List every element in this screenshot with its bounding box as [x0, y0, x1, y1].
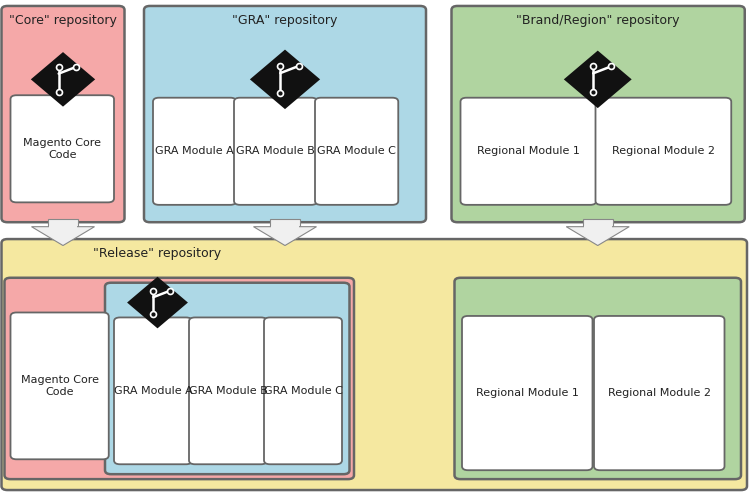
Polygon shape: [127, 277, 188, 328]
FancyBboxPatch shape: [10, 95, 114, 202]
Text: "Release" repository: "Release" repository: [94, 248, 221, 260]
Bar: [48, 219, 78, 227]
Polygon shape: [584, 226, 612, 228]
Text: GRA Module A: GRA Module A: [114, 386, 192, 396]
FancyBboxPatch shape: [596, 98, 731, 205]
FancyBboxPatch shape: [454, 278, 741, 479]
FancyBboxPatch shape: [234, 98, 317, 205]
FancyBboxPatch shape: [144, 6, 426, 222]
Text: "GRA" repository: "GRA" repository: [232, 14, 338, 27]
Text: Regional Module 2: Regional Module 2: [608, 388, 711, 398]
FancyBboxPatch shape: [114, 317, 192, 464]
FancyBboxPatch shape: [594, 316, 724, 470]
Polygon shape: [566, 227, 629, 246]
FancyBboxPatch shape: [462, 316, 592, 470]
Polygon shape: [49, 226, 77, 228]
FancyBboxPatch shape: [105, 283, 350, 474]
Polygon shape: [250, 50, 320, 109]
Text: Regional Module 2: Regional Module 2: [612, 146, 715, 156]
FancyBboxPatch shape: [4, 278, 354, 479]
Text: "Brand/Region" repository: "Brand/Region" repository: [516, 14, 680, 27]
Polygon shape: [32, 227, 94, 246]
Text: Regional Module 1: Regional Module 1: [476, 388, 579, 398]
Text: GRA Module B: GRA Module B: [236, 146, 315, 156]
Polygon shape: [271, 226, 299, 228]
Polygon shape: [31, 52, 95, 107]
FancyBboxPatch shape: [264, 317, 342, 464]
Text: Magento Core
Code: Magento Core Code: [23, 138, 101, 160]
FancyBboxPatch shape: [10, 312, 109, 459]
Text: GRA Module B: GRA Module B: [189, 386, 267, 396]
FancyBboxPatch shape: [452, 6, 745, 222]
FancyBboxPatch shape: [315, 98, 398, 205]
Polygon shape: [254, 227, 316, 246]
FancyBboxPatch shape: [2, 239, 747, 490]
Text: Magento Core
Code: Magento Core Code: [21, 375, 99, 397]
Text: GRA Module C: GRA Module C: [263, 386, 343, 396]
Bar: [270, 219, 300, 227]
FancyBboxPatch shape: [2, 6, 124, 222]
FancyBboxPatch shape: [153, 98, 236, 205]
Text: Regional Module 1: Regional Module 1: [477, 146, 580, 156]
FancyBboxPatch shape: [189, 317, 267, 464]
Polygon shape: [564, 51, 632, 108]
Text: GRA Module C: GRA Module C: [317, 146, 396, 156]
Text: GRA Module A: GRA Module A: [155, 146, 234, 156]
FancyBboxPatch shape: [460, 98, 596, 205]
Bar: [583, 219, 613, 227]
Text: "Core" repository: "Core" repository: [9, 14, 117, 27]
